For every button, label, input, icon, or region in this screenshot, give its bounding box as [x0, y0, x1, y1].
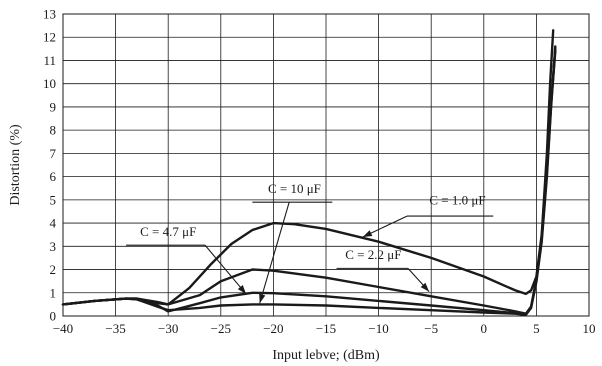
- arrowhead: [362, 230, 373, 238]
- grid: [62, 13, 590, 317]
- x-tick-label: 5: [533, 321, 540, 336]
- y-tick-label: 5: [50, 192, 57, 207]
- y-tick-label: 0: [50, 309, 57, 324]
- y-tick-label: 11: [43, 53, 56, 68]
- y-axis-label: Distortion (%): [8, 124, 23, 206]
- series-label: C = 4.7 μF: [140, 224, 196, 239]
- series-label: C = 10 μF: [268, 181, 321, 196]
- series-line-3: [61, 50, 557, 316]
- tick-labels: −40 −35 −30 −25 −20 −15 −10 −5 0 5 100123456789101…: [43, 7, 596, 337]
- x-tick-label: −30: [158, 321, 178, 336]
- series-line-0: [61, 29, 555, 306]
- series-label: C = 2.2 μF: [345, 247, 401, 262]
- x-axis-label: Input lebve; (dBm): [272, 348, 380, 363]
- arrowhead: [237, 284, 247, 294]
- x-tick-label: −20: [263, 321, 283, 336]
- x-tick-label: −25: [211, 321, 231, 336]
- x-tick-label: −40: [53, 321, 73, 336]
- y-tick-label: 3: [50, 239, 57, 254]
- y-tick-label: 4: [50, 216, 57, 231]
- series-label: C = 1.0 μF: [429, 192, 485, 207]
- x-tick-label: 0: [481, 321, 488, 336]
- x-tick-label: −10: [368, 321, 388, 336]
- x-tick-label: −35: [105, 321, 125, 336]
- arrowhead: [420, 282, 430, 292]
- annotation-layer: C = 1.0 μF C = 2.2 μF C = 4.7 μF C = 10 μF: [126, 181, 494, 304]
- x-tick-label: 10: [583, 321, 596, 336]
- y-tick-label: 6: [50, 169, 57, 184]
- y-tick-label: 13: [43, 7, 56, 22]
- y-tick-label: 9: [50, 99, 57, 114]
- y-tick-label: 10: [43, 76, 56, 91]
- y-tick-label: 1: [50, 285, 57, 300]
- arrowhead: [259, 293, 266, 304]
- series-layer: [61, 29, 557, 316]
- x-tick-label: −15: [316, 321, 336, 336]
- plot-frame: [62, 13, 590, 317]
- y-tick-label: 2: [50, 262, 57, 277]
- y-tick-label: 7: [50, 146, 57, 161]
- leader-line: [204, 244, 247, 295]
- leader-line: [259, 202, 290, 304]
- y-tick-label: 8: [50, 123, 57, 138]
- x-tick-label: −5: [424, 321, 438, 336]
- y-tick-label: 12: [43, 30, 56, 45]
